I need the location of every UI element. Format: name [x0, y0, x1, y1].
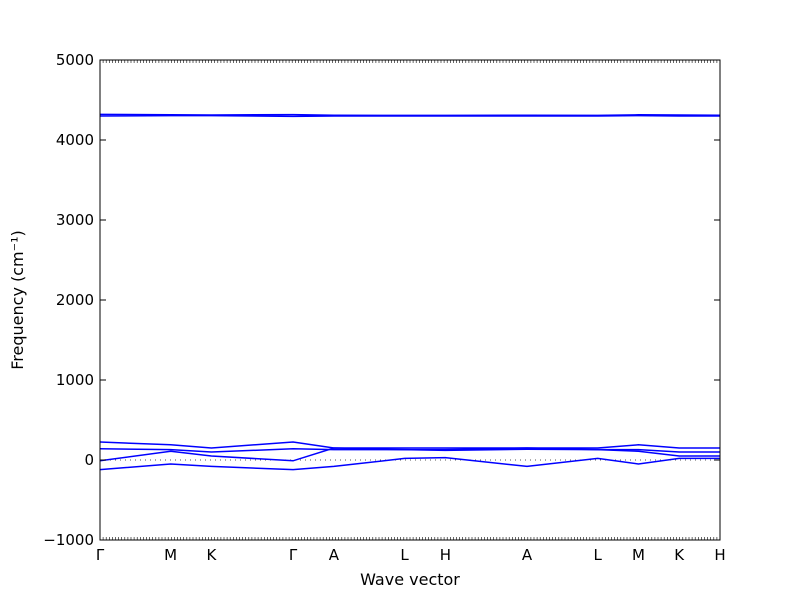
y-tick-label: −1000: [43, 531, 94, 549]
y-tick-label: 4000: [56, 131, 94, 149]
x-axis-label: Wave vector: [360, 570, 460, 589]
plot-frame: [99, 59, 721, 541]
y-tick-labels: −1000 0 1000 2000 3000 4000 5000: [43, 51, 94, 549]
y-tick-label: 3000: [56, 211, 94, 229]
x-tick-label: M: [164, 546, 177, 564]
y-axis-label: Frequency (cm⁻¹): [8, 230, 27, 369]
x-tick-label: K: [674, 546, 685, 564]
y-tick-label: 0: [84, 451, 94, 469]
x-tick-label: M: [632, 546, 645, 564]
x-tick-label: L: [593, 546, 602, 564]
x-tick-label: Γ: [96, 546, 105, 564]
x-tick-label: Γ: [289, 546, 298, 564]
series-layer: [99, 113, 721, 471]
x-tick-label: L: [400, 546, 409, 564]
y-tick-label: 2000: [56, 291, 94, 309]
y-tick-label: 1000: [56, 371, 94, 389]
y-tick-label: 5000: [56, 51, 94, 69]
x-tick-label: H: [714, 546, 725, 564]
x-tick-label: A: [329, 546, 340, 564]
x-tick-label: K: [207, 546, 218, 564]
band-line-3: [99, 441, 720, 449]
band-line-2: [99, 113, 721, 117]
band-line-6: [99, 456, 720, 471]
band-line-5: [99, 447, 720, 462]
ticks-layer: [99, 59, 721, 541]
x-tick-label: H: [440, 546, 451, 564]
x-tick-label: A: [522, 546, 533, 564]
